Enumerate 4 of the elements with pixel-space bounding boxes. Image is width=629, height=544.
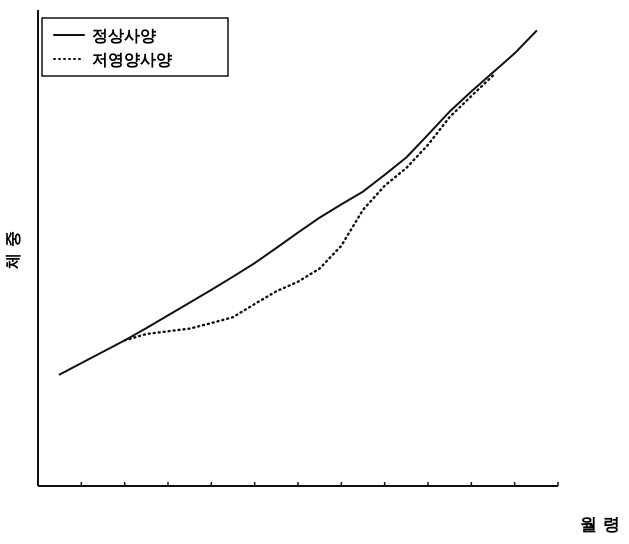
legend-label: 저영양사양 (92, 50, 172, 69)
legend-label: 정상사양 (92, 26, 156, 45)
y-axis-title: 체 중 (3, 231, 22, 270)
x-axis-title: 월 령 (580, 515, 620, 535)
